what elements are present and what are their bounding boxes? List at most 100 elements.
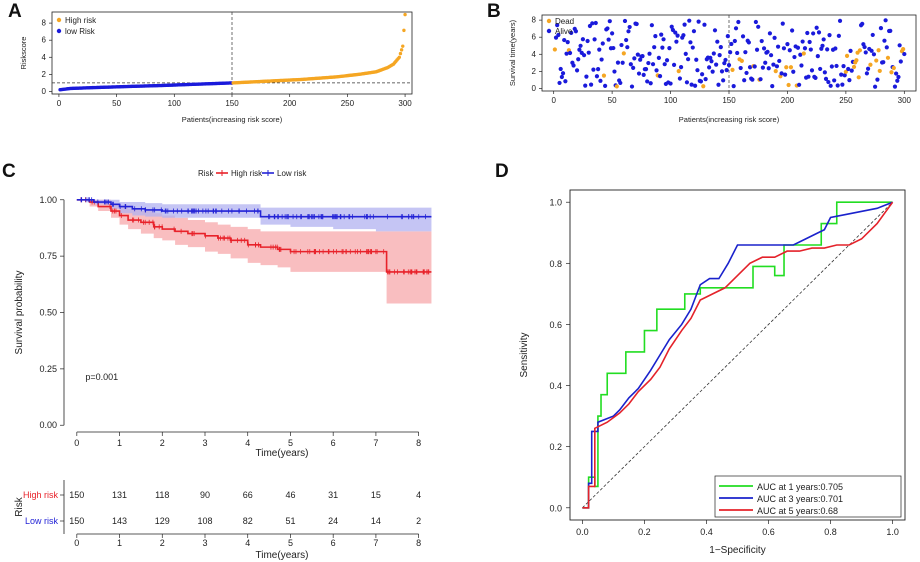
risk-table-row-label: Low risk xyxy=(25,516,59,526)
alive-point xyxy=(760,65,765,70)
alive-point xyxy=(836,33,841,38)
alive-point xyxy=(695,68,700,73)
alive-point xyxy=(846,66,851,72)
alive-point xyxy=(647,51,652,56)
risk-table-cell: 66 xyxy=(243,490,253,500)
alive-point xyxy=(661,37,666,42)
alive-point xyxy=(573,29,578,34)
alive-point xyxy=(823,76,829,81)
alive-point xyxy=(802,46,808,51)
dead-point xyxy=(621,51,626,56)
alive-point xyxy=(735,50,740,56)
y-tick-label: 0.00 xyxy=(39,420,57,430)
alive-point xyxy=(806,74,811,79)
risk-table-x-tick-label: 8 xyxy=(416,538,421,548)
risk-table-cell: 14 xyxy=(371,516,381,526)
alive-point xyxy=(682,22,687,27)
alive-point xyxy=(652,45,657,50)
alive-point xyxy=(753,19,758,25)
risk-table-row-label: High risk xyxy=(23,490,59,500)
alive-point xyxy=(598,78,603,83)
risk-table-cell: 31 xyxy=(328,490,338,500)
alive-point xyxy=(560,71,566,76)
alive-point xyxy=(872,84,878,89)
alive-point xyxy=(681,33,686,38)
alive-point xyxy=(792,54,797,60)
alive-point xyxy=(847,78,852,83)
alive-point xyxy=(649,23,654,28)
alive-point xyxy=(759,38,764,44)
alive-point xyxy=(848,48,853,53)
dead-point xyxy=(889,70,894,75)
alive-point xyxy=(825,47,830,52)
risk-table-cell: 90 xyxy=(200,490,210,500)
high-risk-point xyxy=(399,48,404,52)
alive-point xyxy=(603,83,608,88)
p-value-annotation: p=0.001 xyxy=(85,372,118,382)
x-tick-label: 50 xyxy=(112,99,121,108)
alive-point xyxy=(714,62,719,67)
alive-point xyxy=(821,37,826,42)
alive-point xyxy=(827,33,832,38)
alive-point xyxy=(691,29,697,34)
alive-point xyxy=(634,21,639,27)
risk-table-x-tick-label: 0 xyxy=(74,538,79,548)
alive-point xyxy=(785,41,790,47)
alive-point xyxy=(703,77,708,82)
alive-point xyxy=(798,52,803,57)
alive-point xyxy=(702,22,707,27)
alive-point xyxy=(638,57,643,62)
x-tick-label: 250 xyxy=(341,99,355,108)
alive-point xyxy=(742,78,747,83)
x-tick-label: 250 xyxy=(839,96,853,105)
alive-point xyxy=(740,34,746,39)
y-axis-label: Sensitivity xyxy=(519,332,530,377)
alive-point xyxy=(783,72,788,77)
alive-point xyxy=(597,47,602,52)
dead-point xyxy=(676,68,681,74)
y-axis-label: Survival time(years) xyxy=(508,19,517,86)
alive-point xyxy=(752,64,757,69)
alive-point xyxy=(654,68,659,73)
risk-table-x-tick-label: 5 xyxy=(288,538,293,548)
alive-point xyxy=(731,84,736,89)
risk-table-cell: 150 xyxy=(69,516,84,526)
alive-point xyxy=(779,71,784,76)
alive-point xyxy=(777,58,782,64)
alive-point xyxy=(694,57,699,62)
x-tick-label: 150 xyxy=(225,99,239,108)
alive-point xyxy=(787,48,792,53)
alive-point xyxy=(562,37,567,43)
dead-point xyxy=(730,67,735,73)
alive-point xyxy=(606,37,611,42)
x-tick-label: 300 xyxy=(398,99,412,108)
x-axis-label: Time(years) xyxy=(256,448,309,459)
risk-table-cell: 143 xyxy=(112,516,127,526)
y-axis-label: Riskscore xyxy=(19,37,28,70)
alive-point xyxy=(591,67,596,72)
alive-point xyxy=(615,60,621,65)
alive-point xyxy=(863,50,868,55)
alive-point xyxy=(576,57,581,62)
alive-point xyxy=(696,19,701,24)
alive-point xyxy=(732,38,737,44)
alive-point xyxy=(610,31,615,36)
risk-table-cell: 15 xyxy=(371,490,381,500)
risk-table-cell: 108 xyxy=(197,516,212,526)
alive-point xyxy=(563,79,568,84)
alive-point xyxy=(709,59,714,64)
risk-table-cell: 24 xyxy=(328,516,338,526)
x-tick-label: 100 xyxy=(168,99,182,108)
alive-point xyxy=(721,78,726,83)
alive-point xyxy=(629,84,635,89)
alive-point xyxy=(650,62,656,67)
alive-point xyxy=(902,51,907,57)
alive-point xyxy=(771,62,776,67)
alive-point xyxy=(869,48,874,53)
dead-point xyxy=(773,69,778,74)
risk-table-x-tick-label: 7 xyxy=(373,538,378,548)
alive-point xyxy=(592,37,597,42)
alive-point xyxy=(684,80,690,85)
alive-point xyxy=(688,40,693,45)
alive-point xyxy=(668,81,673,86)
